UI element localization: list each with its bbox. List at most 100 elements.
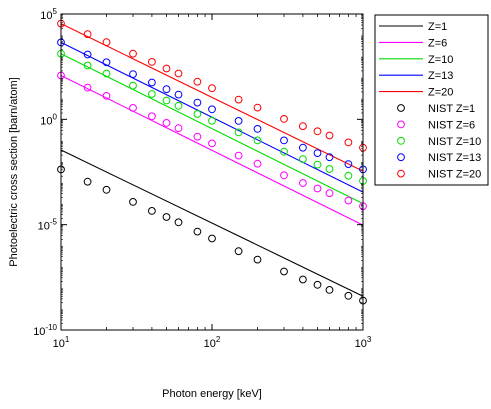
x-axis-label: Photon energy [keV] (162, 388, 262, 400)
y-tick-label: 100 (40, 112, 57, 127)
legend-swatch-nist-z-10 (397, 136, 405, 145)
data-point-nist-z-20 (325, 131, 334, 140)
data-point-nist-z-6 (208, 139, 216, 148)
data-point-nist-z-10 (280, 147, 288, 156)
legend-label-z-6: Z=6 (428, 37, 447, 49)
data-point-nist-z-1 (193, 227, 202, 236)
data-point-nist-z-1 (162, 213, 171, 221)
data-point-nist-z-10 (344, 171, 353, 180)
data-point-nist-z-20 (174, 69, 183, 78)
data-point-nist-z-10 (208, 116, 216, 125)
data-point-nist-z-20 (299, 122, 307, 131)
data-point-nist-z-20 (193, 77, 202, 86)
data-point-nist-z-20 (148, 58, 156, 66)
data-point-nist-z-13 (83, 50, 92, 59)
data-point-nist-z-13 (148, 78, 156, 87)
data-point-nist-z-20 (280, 115, 288, 123)
data-point-nist-z-6 (280, 171, 288, 180)
series-line-z-6 (60, 75, 364, 226)
legend-label-nist-z-13: NIST Z=13 (428, 152, 481, 164)
y-tick-label: 10-5 (38, 218, 58, 233)
data-point-nist-z-1 (344, 291, 353, 300)
data-point-nist-z-1 (102, 185, 111, 194)
data-point-nist-z-10 (313, 160, 322, 169)
data-point-nist-z-10 (325, 165, 334, 173)
series-layer (57, 19, 367, 305)
data-point-nist-z-1 (313, 280, 322, 289)
legend-box (374, 14, 489, 186)
data-point-nist-z-13 (313, 149, 322, 158)
legend-label-z-13: Z=13 (428, 70, 453, 82)
legend-label-nist-z-20: NIST Z=20 (428, 169, 481, 181)
legend-swatch-nist-z-6 (397, 120, 405, 129)
data-point-nist-z-6 (174, 124, 183, 133)
data-point-nist-z-1 (148, 207, 156, 215)
data-point-nist-z-1 (280, 267, 288, 276)
data-point-nist-z-13 (208, 105, 216, 114)
plot-area-background (61, 14, 363, 330)
data-point-nist-z-20 (234, 95, 243, 104)
data-point-nist-z-20 (208, 84, 216, 93)
data-point-nist-z-6 (83, 83, 92, 92)
data-point-nist-z-1 (253, 255, 262, 264)
legend-label-nist-z-6: NIST Z=6 (428, 119, 475, 131)
y-tick-label: 105 (40, 7, 57, 22)
data-point-nist-z-1 (299, 275, 307, 284)
data-point-nist-z-13 (234, 117, 243, 125)
data-point-nist-z-13 (344, 160, 353, 169)
data-point-nist-z-13 (129, 70, 137, 78)
data-point-nist-z-13 (325, 153, 334, 162)
data-point-nist-z-6 (313, 184, 322, 193)
data-point-nist-z-6 (129, 104, 137, 112)
data-point-nist-z-10 (234, 128, 243, 137)
data-point-nist-z-20 (83, 30, 92, 39)
data-point-nist-z-13 (253, 124, 262, 133)
data-point-nist-z-20 (162, 64, 171, 73)
x-tick-label: 102 (204, 335, 221, 350)
data-point-nist-z-6 (234, 151, 243, 160)
plot-area-frame (60, 13, 364, 331)
y-tick-label: 10-10 (33, 323, 57, 338)
series-line-z-10 (60, 53, 364, 205)
series-line-z-20 (60, 23, 364, 172)
data-point-nist-z-6 (193, 132, 202, 141)
axes-layer: 101 102 103 10-10 10-5 100 105 (33, 7, 372, 350)
data-point-nist-z-10 (102, 69, 111, 78)
data-point-nist-z-20 (129, 49, 137, 58)
x-tick-label: 101 (53, 335, 70, 350)
data-point-nist-z-13 (174, 90, 183, 99)
legend: Z=1 Z=6 Z=10 Z=13 Z=20 NIST Z=1 NIST Z=6 NIST Z… (374, 14, 489, 186)
legend-label-z-20: Z=20 (428, 87, 453, 99)
data-point-nist-z-13 (162, 85, 171, 94)
data-point-nist-z-6 (344, 196, 353, 205)
legend-label-z-1: Z=1 (428, 21, 447, 33)
data-point-nist-z-1 (325, 286, 334, 294)
data-point-nist-z-1 (208, 234, 216, 243)
data-point-nist-z-10 (193, 110, 202, 118)
data-point-nist-z-6 (253, 159, 262, 168)
data-point-nist-z-10 (83, 61, 92, 70)
data-point-nist-z-13 (280, 136, 288, 145)
data-point-nist-z-6 (162, 119, 171, 127)
x-tick-label: 103 (355, 335, 372, 350)
data-point-nist-z-1 (234, 247, 243, 256)
data-point-nist-z-6 (148, 112, 156, 121)
data-point-nist-z-20 (344, 138, 353, 147)
series-line-z-1 (60, 149, 364, 297)
data-point-nist-z-20 (313, 127, 322, 136)
legend-swatch-nist-z-20 (397, 169, 405, 178)
data-point-nist-z-20 (253, 103, 262, 112)
data-point-nist-z-1 (129, 198, 137, 206)
data-point-nist-z-1 (174, 218, 183, 227)
data-point-nist-z-10 (148, 90, 156, 98)
data-point-nist-z-13 (193, 98, 202, 107)
data-point-nist-z-13 (299, 143, 307, 152)
data-point-nist-z-10 (174, 101, 183, 110)
legend-label-nist-z-10: NIST Z=10 (428, 136, 481, 148)
data-point-nist-z-1 (83, 177, 92, 186)
data-point-nist-z-6 (325, 189, 334, 198)
legend-label-z-10: Z=10 (428, 54, 453, 66)
legend-swatch-nist-z-1 (397, 104, 405, 112)
